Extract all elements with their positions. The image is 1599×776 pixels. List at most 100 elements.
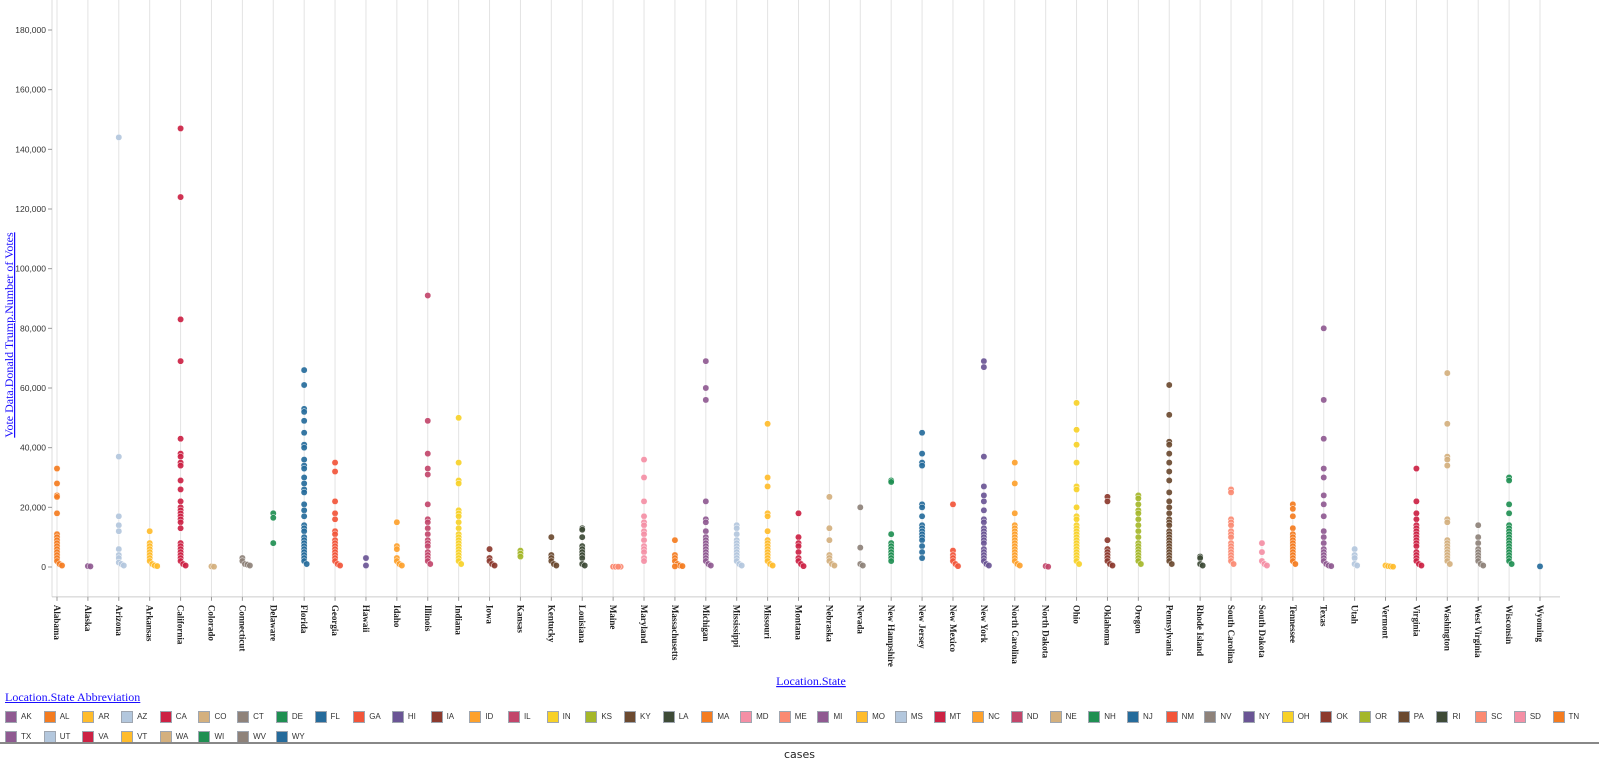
point-oh[interactable] [1073,459,1081,467]
point-ga[interactable] [336,562,344,569]
point-ri[interactable] [1199,562,1207,569]
point-al[interactable] [58,562,66,569]
legend-item-me[interactable]: ME [778,709,818,724]
point-ak[interactable] [86,562,94,570]
point-il[interactable] [426,560,434,568]
point-nh[interactable] [887,530,895,538]
point-az[interactable] [115,133,123,141]
point-wi[interactable] [1505,509,1513,517]
point-mi[interactable] [702,497,710,505]
point-ne[interactable] [830,562,838,569]
point-ne[interactable] [825,493,833,501]
point-in[interactable] [455,512,463,520]
point-wa[interactable] [1443,456,1451,464]
point-tn[interactable] [1289,505,1297,513]
point-id[interactable] [393,518,401,526]
point-nv[interactable] [859,562,867,569]
legend-item-nh[interactable]: NH [1088,709,1127,724]
point-pa[interactable] [1165,441,1173,449]
point-or[interactable] [1134,494,1142,502]
legend-item-hi[interactable]: HI [391,709,431,724]
point-il[interactable] [424,524,432,532]
point-or[interactable] [1134,527,1142,535]
point-mi[interactable] [707,562,715,569]
point-mi[interactable] [702,396,710,404]
point-fl[interactable] [300,488,308,496]
point-oh[interactable] [1073,515,1081,523]
point-la[interactable] [578,533,586,541]
point-ny[interactable] [980,363,988,371]
point-tx[interactable] [1320,474,1328,481]
legend-item-sd[interactable]: SD [1513,709,1553,724]
point-nc[interactable] [1011,480,1019,487]
point-va[interactable] [1412,515,1420,523]
point-mo[interactable] [769,562,777,569]
point-md[interactable] [640,521,648,529]
point-ma[interactable] [671,536,679,544]
point-nv[interactable] [856,503,864,511]
point-az[interactable] [120,562,128,569]
point-md[interactable] [640,536,648,544]
point-in[interactable] [457,560,465,568]
point-wv[interactable] [1474,539,1482,547]
point-pa[interactable] [1168,560,1176,568]
point-ok[interactable] [1109,562,1116,569]
point-sc[interactable] [1227,521,1235,529]
legend-item-nm[interactable]: NM [1165,709,1205,724]
legend-item-fl[interactable]: FL [314,709,354,724]
legend-item-ga[interactable]: GA [353,709,392,724]
point-md[interactable] [640,548,648,556]
point-nj[interactable] [918,512,926,520]
legend-item-ri[interactable]: RI [1436,709,1475,724]
point-id[interactable] [393,545,401,553]
point-nh[interactable] [887,478,895,486]
point-or[interactable] [1134,533,1142,541]
point-az[interactable] [115,512,123,520]
point-oh[interactable] [1073,426,1081,434]
point-ne[interactable] [825,524,833,532]
point-ny[interactable] [985,562,993,569]
point-fl[interactable] [300,500,308,508]
point-ca[interactable] [177,453,185,461]
point-tx[interactable] [1320,465,1328,472]
legend-item-de[interactable]: DE [275,709,315,724]
point-wv[interactable] [1474,521,1482,529]
point-ma[interactable] [678,562,686,570]
point-nv[interactable] [856,544,864,552]
point-va[interactable] [1412,542,1420,550]
point-pa[interactable] [1165,411,1173,419]
point-nh[interactable] [887,557,895,565]
point-ca[interactable] [177,518,185,526]
point-il[interactable] [424,530,432,538]
point-nc[interactable] [1011,509,1019,517]
point-sd[interactable] [1258,539,1266,547]
point-al[interactable] [53,493,61,501]
point-pa[interactable] [1165,477,1173,484]
point-vt[interactable] [1389,563,1397,571]
point-ar[interactable] [146,527,154,535]
point-tn[interactable] [1291,560,1299,568]
point-mo[interactable] [764,527,772,535]
point-md[interactable] [640,512,648,520]
point-nj[interactable] [918,554,926,562]
point-wa[interactable] [1446,560,1454,568]
point-mo[interactable] [764,420,772,428]
legend-item-co[interactable]: CO [198,709,237,724]
point-or[interactable] [1134,515,1142,523]
point-nj[interactable] [918,548,926,556]
point-ny[interactable] [980,453,988,461]
point-in[interactable] [455,480,463,487]
point-mt[interactable] [795,548,802,556]
point-nm[interactable] [949,500,957,508]
legend-item-il[interactable]: IL [507,709,547,724]
legend-item-ia[interactable]: IA [430,709,470,724]
point-tx[interactable] [1327,562,1335,570]
legend-item-tn[interactable]: TN [1552,709,1592,724]
point-ca[interactable] [177,193,185,201]
point-md[interactable] [640,557,648,565]
legend-item-oh[interactable]: OH [1281,709,1321,724]
point-fl[interactable] [300,474,308,481]
point-mi[interactable] [702,357,710,365]
point-tx[interactable] [1320,539,1328,547]
point-ca[interactable] [177,485,185,493]
